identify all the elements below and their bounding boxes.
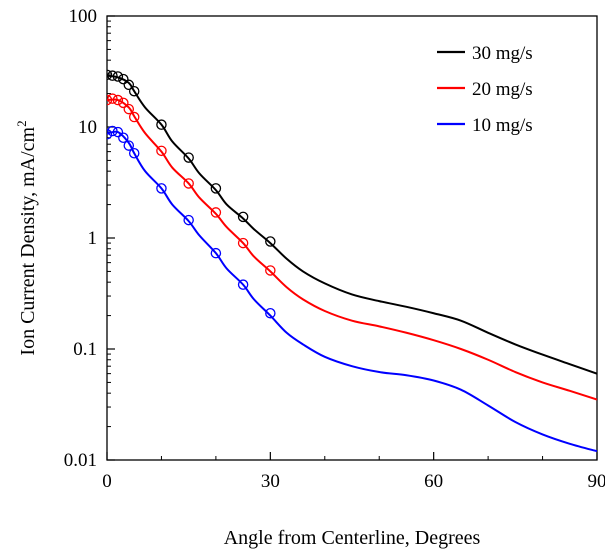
legend-label: 10 mg/s [472, 115, 533, 136]
data-point-marker [183, 152, 194, 163]
x-tick-label: 0 [102, 471, 112, 492]
y-tick-label: 1 [88, 228, 98, 249]
data-point-marker [128, 85, 140, 97]
data-point-marker [123, 140, 135, 151]
series-layer [107, 69, 597, 453]
data-point-marker [128, 148, 140, 159]
data-point-marker [118, 97, 129, 109]
series-2 [107, 125, 597, 453]
x-tick-label: 90 [588, 471, 605, 492]
data-point-marker [265, 265, 276, 276]
data-point-marker [118, 73, 129, 85]
y-axis-title-superscript: 2 [14, 120, 29, 127]
series-line [107, 74, 597, 375]
data-point-marker [107, 69, 113, 81]
data-point-marker [118, 132, 129, 144]
data-point-marker [112, 126, 124, 138]
y-tick-label: 0.1 [73, 339, 97, 360]
data-point-marker [107, 129, 113, 140]
data-point-marker [265, 236, 276, 247]
series-line [107, 98, 597, 401]
data-point-marker [237, 237, 249, 249]
axis-ticks: 0 30 60 90 0.01 0.1 1 10 100 [64, 6, 605, 492]
data-point-marker [183, 178, 194, 189]
legend-label: 20 mg/s [472, 79, 533, 100]
x-axis-title: Angle from Centerline, Degrees [224, 527, 481, 549]
y-axis-title-main: Ion Current Density, mA/cm [17, 126, 39, 355]
data-point-marker [107, 70, 118, 81]
x-tick-label: 30 [261, 471, 280, 492]
data-point-marker [183, 214, 194, 226]
y-tick-label: 100 [69, 6, 98, 27]
legend: 30 mg/s 20 mg/s 10 mg/s [437, 43, 533, 136]
data-point-marker [237, 211, 249, 223]
data-point-marker [123, 79, 135, 91]
series-0 [107, 69, 597, 375]
data-point-marker [107, 125, 118, 137]
data-point-marker [112, 94, 124, 106]
data-point-marker [156, 183, 167, 194]
data-point-marker [128, 111, 140, 123]
series-line [107, 130, 597, 453]
y-tick-label: 0.01 [64, 450, 97, 471]
data-point-marker [237, 279, 249, 290]
legend-label: 30 mg/s [472, 43, 533, 64]
data-point-marker [156, 119, 167, 130]
data-point-marker [210, 247, 222, 259]
data-point-marker [107, 93, 118, 104]
data-point-marker [112, 71, 124, 82]
series-1 [107, 93, 597, 401]
data-point-marker [210, 183, 222, 194]
data-point-marker [123, 103, 135, 115]
y-axis-title: Ion Current Density, mA/cm2 [14, 120, 39, 355]
data-point-marker [156, 145, 167, 157]
data-point-marker [265, 307, 276, 319]
data-point-marker [210, 207, 222, 218]
x-tick-label: 60 [424, 471, 443, 492]
y-tick-label: 10 [78, 117, 97, 138]
data-point-marker [107, 94, 113, 106]
